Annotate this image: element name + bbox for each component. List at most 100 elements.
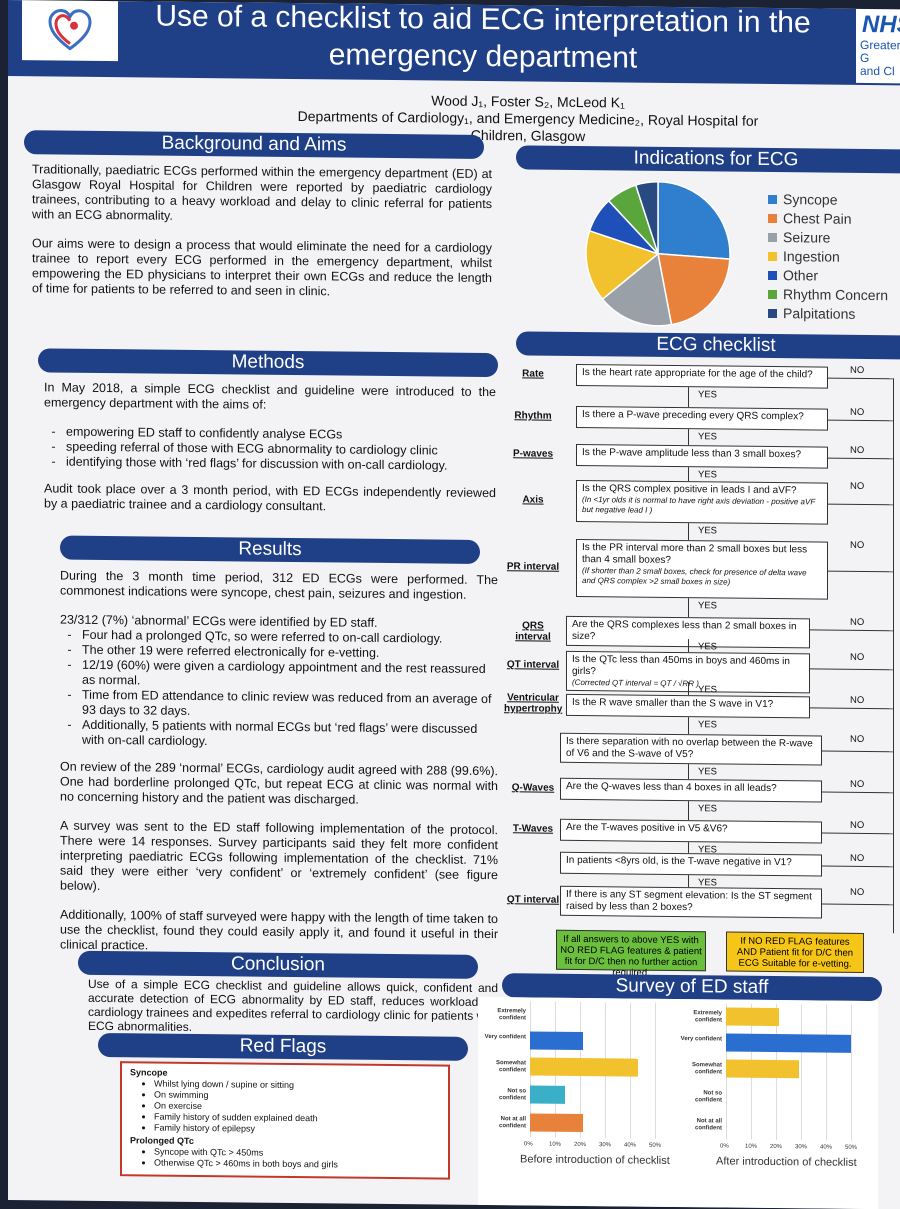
x-tick-label: 30% — [795, 1144, 808, 1151]
pie-slice-syncope — [657, 181, 731, 260]
checklist-question: In patients <8yrs old, is the T-wave neg… — [566, 854, 792, 869]
legend-label: Palpitations — [783, 305, 856, 322]
header-banner: Use of a checklist to aid ECG interpreta… — [8, 0, 900, 86]
background-heading: Background and Aims — [24, 130, 484, 159]
no-branch-label: NO — [850, 480, 865, 492]
legend-label: Seizure — [783, 229, 831, 246]
yes-arrow-line — [688, 764, 689, 780]
no-branch-label: NO — [850, 406, 865, 418]
results-paragraph-4: A survey was sent to the ED staff follow… — [60, 818, 498, 893]
no-branch-label: NO — [850, 651, 865, 663]
methods-heading: Methods — [38, 348, 498, 378]
legend-entry: Seizure — [768, 228, 888, 248]
x-tick-label: 50% — [845, 1144, 858, 1151]
legend-swatch — [768, 251, 777, 262]
category-label: Very confident — [484, 1033, 526, 1041]
legend-swatch — [768, 308, 777, 319]
checklist-question: Is the R wave smaller than the S wave in… — [572, 696, 774, 711]
background-paragraph-2: Our aims were to design a process that w… — [32, 236, 492, 299]
checklist-question: Is the heart rate appropriate for the ag… — [582, 367, 813, 381]
yes-arrow-line — [688, 429, 689, 446]
category-label: Not at all confident — [499, 1116, 526, 1130]
category-label: Somewhat confident — [495, 1060, 526, 1074]
no-branch-label: NO — [850, 852, 865, 864]
category-label: Very confident — [680, 1036, 722, 1043]
series-title: After introduction of checklist — [716, 1155, 857, 1169]
pie-slice-chest-pain — [657, 252, 731, 326]
legend-swatch — [768, 194, 777, 205]
no-arrow-line — [822, 750, 893, 753]
list-item: 12/19 (60%) were given a cardiology appo… — [82, 658, 498, 692]
survey-bar — [530, 1057, 638, 1077]
outcome-no-action-box: If all answers to above YES with NO RED … — [556, 929, 706, 979]
results-paragraph-3: On review of the 289 ‘normal’ ECGs, card… — [60, 759, 498, 807]
yes-arrow-line — [688, 717, 689, 735]
no-branch-label: NO — [850, 819, 865, 831]
x-tick-label: 50% — [649, 1142, 662, 1149]
redflags-qtc-list: Syncope with QTc > 450ms Otherwise QTc >… — [130, 1146, 440, 1171]
indications-legend: Syncope Chest Pain Seizure Ingestion Other Rh… — [768, 190, 888, 324]
checklist-question-box: Are the Q-waves less than 4 boxes in all… — [560, 777, 822, 803]
grid-line — [851, 1004, 852, 1141]
x-tick-label: 30% — [599, 1142, 612, 1149]
no-branch-label: NO — [850, 444, 865, 456]
no-arrow-line — [822, 791, 893, 794]
legend-entry: Rhythm Concern — [768, 285, 888, 305]
legend-entry: Other — [768, 266, 888, 286]
yes-branch-label: YES — [698, 600, 718, 612]
x-tick-label: 10% — [549, 1141, 562, 1148]
checklist-question-box: Is the R wave smaller than the S wave in… — [566, 693, 810, 719]
checklist-question-box: Is there a P-wave preceding every QRS co… — [576, 405, 828, 431]
pie-slice-palpitations — [634, 181, 659, 255]
survey-bar — [530, 1031, 583, 1051]
nhs-board-line-2: and Cl — [860, 63, 895, 79]
no-arrow-line — [810, 668, 893, 671]
checklist-step-label: T-Waves — [512, 823, 554, 835]
legend-swatch — [768, 213, 777, 224]
survey-bar — [530, 1085, 565, 1104]
checklist-step-label: Axis — [522, 494, 544, 506]
no-arrow-line — [828, 419, 893, 422]
yes-arrow-line — [688, 801, 689, 821]
x-tick-label: 20% — [574, 1141, 587, 1149]
checklist-step-label: QT interval — [506, 894, 560, 906]
no-arrow-line — [810, 629, 893, 632]
yes-branch-label: YES — [698, 389, 718, 401]
indications-heading: Indications for ECG — [516, 145, 900, 174]
yes-arrow-line — [688, 842, 689, 854]
no-branch-label: NO — [850, 539, 865, 551]
no-branch-label: NO — [850, 694, 865, 706]
conclusion-paragraph: Use of a simple ECG checklist and guidel… — [88, 976, 498, 1034]
no-arrow-line — [822, 832, 893, 835]
grid-line — [826, 1004, 827, 1141]
legend-label: Syncope — [783, 191, 838, 208]
legend-label: Rhythm Concern — [783, 286, 889, 304]
checklist-question-box: If there is any ST segment elevation: Is… — [560, 885, 822, 919]
checklist-question: Are the Q-waves less than 4 boxes in all… — [566, 780, 777, 795]
list-item: Family history of epilepsy — [154, 1123, 440, 1137]
no-arrow-line — [822, 865, 893, 868]
checklist-step-label: QRS interval — [515, 620, 551, 643]
no-branch-label: NO — [850, 616, 865, 628]
survey-bar — [530, 1113, 583, 1133]
background-body: Traditionally, paediatric ECGs performed… — [32, 162, 492, 315]
no-arrow-line — [828, 457, 893, 460]
checklist-question-box: Is the P-wave amplitude less than 3 smal… — [576, 443, 828, 469]
checklist-question: Is the PR interval more than 2 small box… — [582, 542, 808, 566]
yes-branch-label: YES — [698, 766, 718, 778]
results-heading: Results — [60, 535, 480, 564]
legend-label: Other — [783, 267, 819, 284]
category-label: Extremely confident — [693, 1010, 722, 1024]
yes-arrow-line — [688, 639, 689, 653]
legend-swatch — [768, 270, 777, 281]
redflags-box: Syncope Whilst lying down / supine or si… — [120, 1061, 450, 1180]
methods-paragraph-2: Audit took place over a 3 month period, … — [44, 481, 496, 514]
results-body: During the 3 month time period, 312 ED E… — [60, 569, 498, 972]
checklist-step-label: Rhythm — [514, 410, 552, 422]
x-tick-label: 10% — [745, 1143, 758, 1150]
checklist-step-label: QT interval — [506, 659, 560, 671]
legend-label: Chest Pain — [783, 210, 852, 227]
checklist-question: Is the QTc less than 450ms in boys and 4… — [572, 653, 790, 678]
survey-bar — [726, 1059, 799, 1079]
yes-branch-label: YES — [698, 525, 718, 537]
